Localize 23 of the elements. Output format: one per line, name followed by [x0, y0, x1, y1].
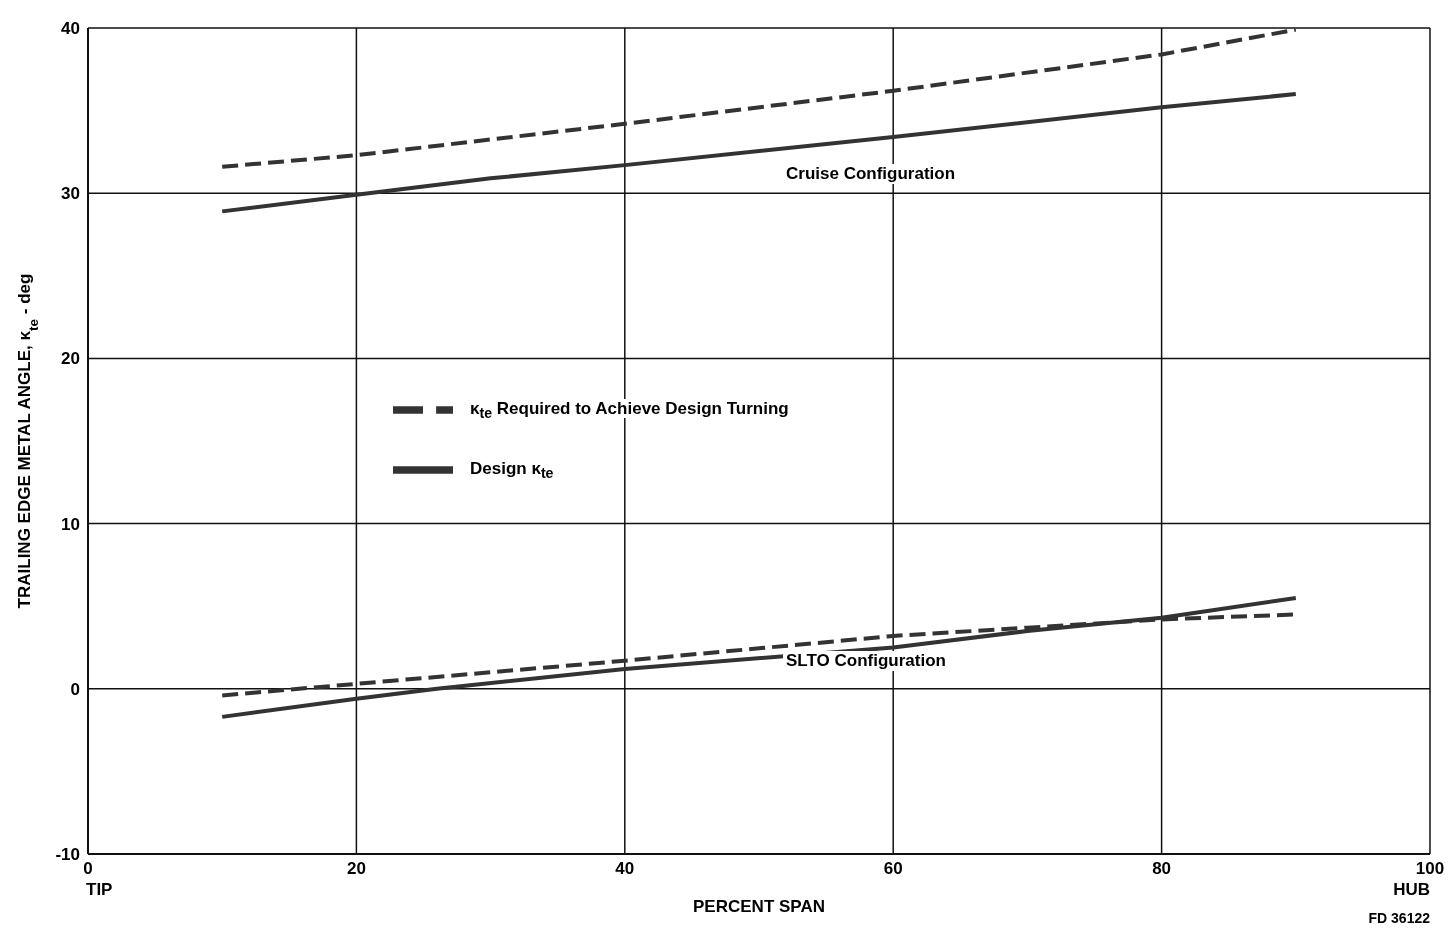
- x-tick-label: 80: [1152, 859, 1172, 879]
- x-tick-label: 40: [615, 859, 635, 879]
- x-tick-label: 20: [346, 859, 366, 879]
- y-tick-label: 40: [61, 19, 80, 39]
- x-tick-label: 60: [883, 859, 903, 879]
- text: HUB: [1393, 880, 1430, 900]
- legend-label: Design κ$_{te}$: [467, 459, 557, 482]
- y-tick-label: -10: [55, 845, 80, 865]
- y-tick-label: 0: [70, 679, 80, 699]
- x-tick-label: 100: [1415, 859, 1445, 879]
- x-tick-label: 0: [83, 859, 93, 879]
- line-series: [220, 595, 1298, 719]
- annotation: Cruise Configuration: [783, 164, 959, 184]
- y-tick-label: 20: [61, 349, 80, 369]
- x-axis-title: PERCENT SPAN: [693, 897, 825, 916]
- text: TIP: [86, 880, 113, 900]
- text: FD 36122: [1368, 910, 1430, 926]
- y-tick-label: 10: [61, 514, 80, 534]
- legend-label: κ$_{te}$ Required to Achieve Design Turning: [467, 399, 792, 422]
- annotation: SLTO Configuration: [783, 651, 949, 671]
- y-tick-label: 30: [61, 184, 80, 204]
- line-series: [220, 92, 1298, 214]
- line-series: [220, 28, 1298, 169]
